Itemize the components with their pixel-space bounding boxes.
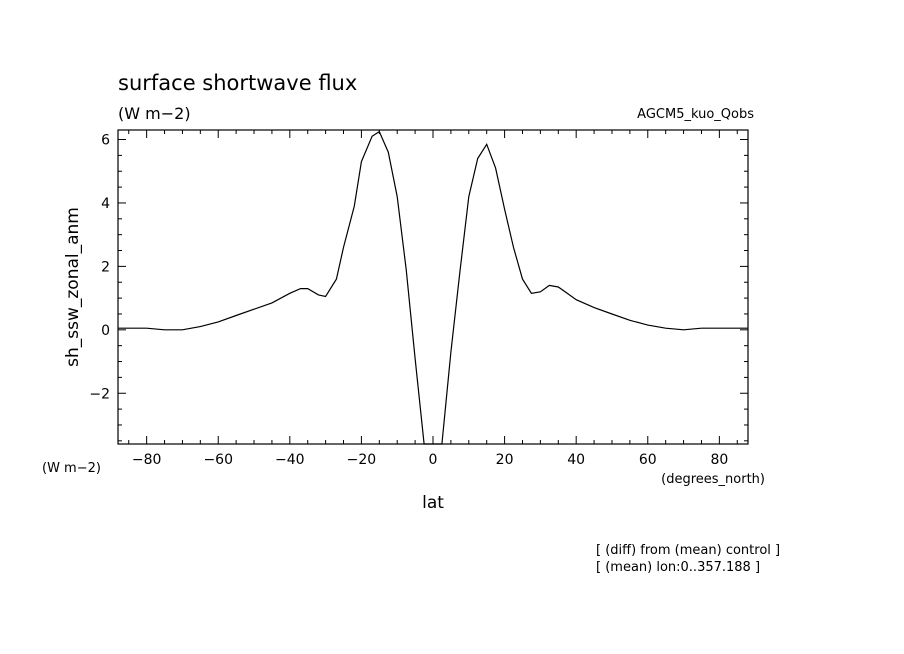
y-tick-label: −2 (89, 386, 110, 402)
y-tick-label: 4 (101, 196, 110, 212)
title-units: (W m−2) (118, 104, 191, 123)
footnote-diff: [ (diff) from (mean) control ] (596, 543, 780, 558)
x-tick-label: −80 (132, 452, 162, 468)
y-axis-label: sh_ssw_zonal_anm (63, 207, 83, 367)
y-tick-label: 0 (101, 323, 110, 339)
x-axis-units: (degrees_north) (661, 472, 765, 487)
plot-frame (117, 129, 749, 445)
y-tick-label: 2 (101, 259, 110, 275)
x-axis-ticks: −80 −60 −40 −20 0 20 40 60 80 (128, 130, 738, 468)
x-tick-label: 80 (710, 452, 728, 468)
x-tick-label: 40 (567, 452, 585, 468)
x-tick-label: −60 (203, 452, 233, 468)
x-tick-label: −40 (275, 452, 305, 468)
x-tick-label: 60 (639, 452, 657, 468)
experiment-label: AGCM5_kuo_Qobs (637, 107, 754, 122)
y-axis-units: (W m−2) (42, 461, 101, 476)
x-axis-label: lat (422, 493, 444, 513)
x-tick-label: 0 (429, 452, 438, 468)
series-line (118, 130, 748, 445)
chart-title: surface shortwave flux (118, 71, 357, 95)
x-tick-label: −20 (347, 452, 377, 468)
y-tick-label: 6 (101, 133, 110, 149)
x-tick-label: 20 (496, 452, 514, 468)
y-axis-ticks: −2 0 2 4 6 (89, 133, 748, 442)
footnote-mean: [ (mean) lon:0..357.188 ] (596, 560, 760, 575)
